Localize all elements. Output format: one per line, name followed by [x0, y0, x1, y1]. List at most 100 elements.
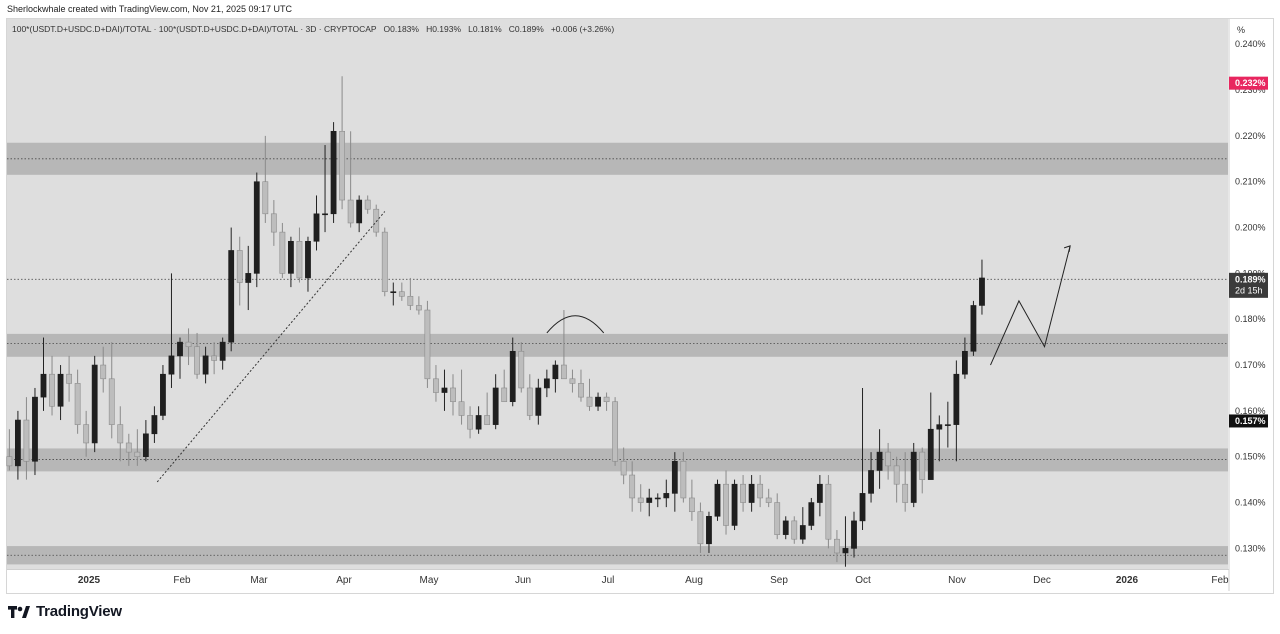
candle-body[interactable]: [586, 396, 593, 407]
time-axis-panel[interactable]: [7, 569, 1228, 591]
projection-path-drawing[interactable]: [990, 245, 1071, 366]
candle-body[interactable]: [774, 502, 781, 535]
candle-body[interactable]: [253, 181, 260, 274]
candle-body[interactable]: [91, 364, 98, 444]
candle-body[interactable]: [262, 181, 269, 215]
percent-scale-button[interactable]: %: [1237, 25, 1246, 35]
candle-body[interactable]: [279, 231, 286, 274]
candle-body[interactable]: [467, 415, 473, 430]
candle-body[interactable]: [706, 515, 712, 545]
candle-body[interactable]: [407, 295, 414, 306]
candle-body[interactable]: [603, 396, 610, 403]
candle-body[interactable]: [313, 213, 320, 242]
candle-body[interactable]: [100, 364, 107, 380]
candle-body[interactable]: [305, 240, 311, 279]
candle-body[interactable]: [228, 250, 235, 343]
candle-body[interactable]: [688, 497, 695, 513]
candle-body[interactable]: [194, 346, 200, 375]
candle-body[interactable]: [825, 483, 832, 540]
candle-body[interactable]: [211, 355, 218, 361]
candle-body[interactable]: [620, 460, 627, 476]
candle-body[interactable]: [450, 387, 456, 403]
candle-body[interactable]: [518, 350, 525, 389]
candle-body[interactable]: [108, 378, 115, 425]
candle-body[interactable]: [654, 497, 661, 500]
trendline-drawing[interactable]: [156, 211, 386, 483]
plot-background[interactable]: [7, 19, 1228, 569]
candle-body[interactable]: [441, 387, 448, 393]
candle-body[interactable]: [74, 383, 81, 425]
candle-body[interactable]: [142, 433, 149, 458]
candle-body[interactable]: [663, 493, 670, 499]
candle-body[interactable]: [151, 415, 158, 435]
candle-body[interactable]: [740, 483, 746, 503]
candle-body[interactable]: [40, 373, 47, 398]
candle-body[interactable]: [808, 502, 815, 526]
candle-body[interactable]: [339, 130, 346, 201]
candle-body[interactable]: [851, 520, 857, 549]
candle-body[interactable]: [185, 341, 192, 348]
candle-body[interactable]: [57, 373, 64, 407]
candle-body[interactable]: [834, 538, 840, 554]
candle-body[interactable]: [202, 355, 209, 375]
candle-body[interactable]: [32, 396, 38, 462]
candle-body[interactable]: [23, 419, 30, 462]
candle-body[interactable]: [569, 378, 576, 384]
candle-body[interactable]: [782, 520, 789, 535]
candle-body[interactable]: [364, 199, 371, 210]
candle-body[interactable]: [484, 415, 491, 425]
candle-body[interactable]: [424, 309, 431, 380]
candle-body[interactable]: [219, 341, 226, 361]
candle-body[interactable]: [723, 483, 729, 526]
candle-body[interactable]: [637, 497, 644, 503]
candle-body[interactable]: [373, 208, 380, 233]
candle-body[interactable]: [526, 387, 533, 416]
candle-body[interactable]: [458, 401, 465, 416]
candle-body[interactable]: [66, 373, 72, 384]
candle-body[interactable]: [979, 277, 985, 306]
candle-body[interactable]: [6, 456, 13, 467]
candle-body[interactable]: [885, 451, 892, 467]
candle-body[interactable]: [799, 525, 806, 540]
candle-body[interactable]: [543, 378, 550, 389]
candle-body[interactable]: [791, 520, 798, 540]
candle-body[interactable]: [83, 424, 90, 444]
candle-body[interactable]: [168, 355, 175, 375]
candle-body[interactable]: [876, 451, 883, 471]
candle-body[interactable]: [962, 350, 968, 375]
candle-body[interactable]: [535, 387, 542, 416]
candle-body[interactable]: [714, 483, 721, 517]
candle-body[interactable]: [160, 373, 166, 416]
candle-body[interactable]: [561, 364, 567, 380]
candle-body[interactable]: [117, 424, 124, 444]
candle-body[interactable]: [936, 424, 943, 430]
candle-body[interactable]: [398, 291, 405, 297]
candle-body[interactable]: [492, 387, 499, 425]
candle-body[interactable]: [270, 213, 277, 233]
candle-body[interactable]: [697, 511, 704, 545]
candle-body[interactable]: [765, 497, 772, 503]
candle-body[interactable]: [390, 291, 397, 294]
candle-body[interactable]: [245, 273, 252, 283]
legend-interval[interactable]: 3D: [305, 24, 317, 34]
candle-body[interactable]: [919, 451, 926, 480]
candle-body[interactable]: [134, 451, 141, 458]
candle-body[interactable]: [125, 442, 132, 453]
candle-body[interactable]: [475, 415, 482, 430]
candle-body[interactable]: [671, 460, 678, 494]
candle-body[interactable]: [927, 428, 934, 480]
support-resistance-zone[interactable]: [7, 333, 1228, 357]
candle-body[interactable]: [944, 424, 951, 426]
candle-body[interactable]: [612, 401, 619, 462]
arc-drawing[interactable]: [546, 315, 605, 334]
candle-body[interactable]: [347, 199, 354, 224]
candle-body[interactable]: [629, 474, 636, 499]
candle-body[interactable]: [970, 305, 977, 352]
candle-body[interactable]: [236, 250, 243, 283]
candle-body[interactable]: [433, 378, 439, 393]
candle-body[interactable]: [578, 383, 584, 398]
candle-body[interactable]: [868, 470, 874, 494]
candle-body[interactable]: [842, 548, 849, 554]
candle-body[interactable]: [646, 497, 653, 503]
